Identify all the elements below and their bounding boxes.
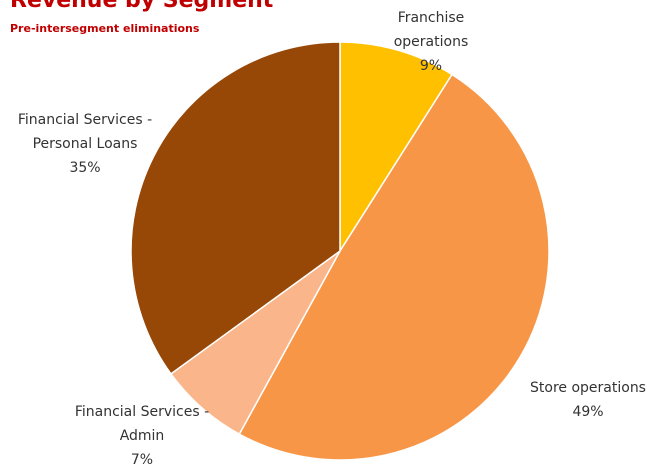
- slice-label: Financial Services - Personal Loans 35%: [15, 108, 155, 180]
- chart-subtitle: Pre-intersegment eliminations: [10, 22, 200, 35]
- pie-slice: [339, 41, 454, 254]
- slice-label: Store operations 49%: [508, 376, 668, 424]
- value-label: 9%: [419, 58, 443, 74]
- chart-title: Revenue by Segment: [10, 0, 274, 13]
- value-label: 35%: [69, 160, 101, 176]
- category-label: Financial Services - Personal Loans: [17, 112, 153, 152]
- slice-label: Financial Services - Admin 7%: [72, 400, 212, 472]
- pie-slice: [130, 41, 341, 375]
- pie-slice: [238, 73, 550, 461]
- category-label: Store operations: [530, 380, 646, 396]
- category-label: Franchise operations: [393, 10, 469, 50]
- category-label: Financial Services - Admin: [74, 404, 210, 444]
- value-label: 49%: [572, 404, 604, 420]
- slice-label: Franchise operations 9%: [371, 6, 491, 78]
- value-label: 7%: [130, 452, 154, 468]
